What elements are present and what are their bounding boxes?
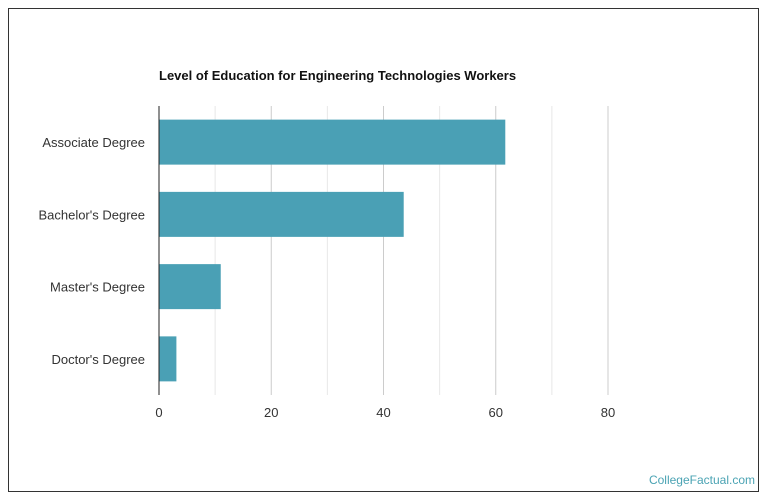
category-label: Bachelor's Degree	[38, 207, 145, 222]
x-tick-label: 20	[264, 405, 278, 420]
x-tick-label: 0	[155, 405, 162, 420]
category-label: Doctor's Degree	[51, 352, 145, 367]
x-tick-label: 60	[489, 405, 503, 420]
bar[interactable]	[159, 336, 177, 382]
watermark: CollegeFactual.com	[648, 473, 755, 487]
bar[interactable]	[159, 264, 221, 310]
chart-title: Level of Education for Engineering Techn…	[159, 68, 517, 83]
category-label: Associate Degree	[42, 135, 145, 150]
category-labels: Associate Degree Bachelor's Degree Master'…	[38, 135, 145, 367]
x-tick-label: 80	[601, 405, 615, 420]
x-tick-labels: 0 20 40 60 80	[155, 405, 615, 420]
bar[interactable]	[159, 191, 404, 237]
bars	[159, 119, 506, 382]
bar[interactable]	[159, 119, 506, 165]
category-label: Master's Degree	[50, 280, 145, 295]
x-tick-label: 40	[376, 405, 390, 420]
